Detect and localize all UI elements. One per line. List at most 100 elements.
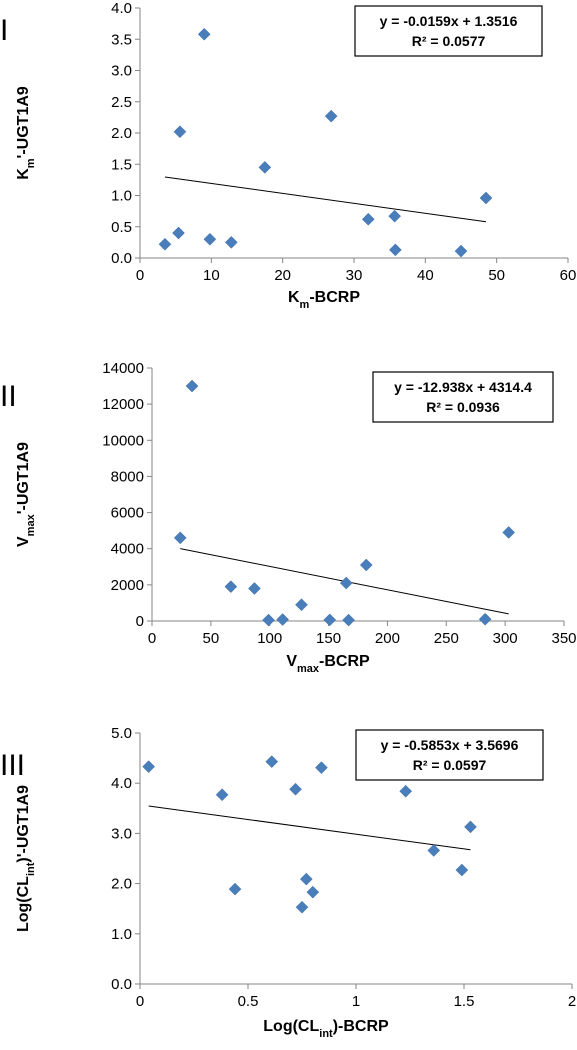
trendline [164,176,487,223]
data-point [215,788,229,802]
x-tick-label: 1 [352,993,360,1010]
x-tick-label: 20 [274,267,291,284]
data-point [399,784,413,798]
trendline-equation: y = -0.0159x + 1.3516 [380,13,518,29]
trendline [148,805,471,851]
x-tick-label: 60 [560,267,577,284]
y-tick-label: 0.0 [111,250,132,267]
equation-box [355,729,544,781]
y-tick-label: 0 [136,613,144,630]
trendline-equation: y = -0.5853x + 3.5696 [381,737,519,753]
data-point [295,900,309,914]
data-point [324,109,338,123]
data-point [388,209,402,223]
label-subscript: m [300,299,310,311]
y-axis-label: Log(CLint)'-UGT1A9 [15,785,37,932]
data-point [289,782,302,796]
y-tick-label: 14000 [102,360,144,377]
panel-label: I [0,14,8,47]
y-axis-label: Km'-UGT1A9 [15,86,37,180]
y-tick-label: 3.0 [111,825,132,842]
panel-clint: III 0.0 1.0 2.0 3.0 4.0 5.0 0 0.5 1 1.5 2 Log(CLint)… [0,715,577,1050]
label-rest: )-BCRP [333,1018,389,1035]
data-point [248,582,261,595]
y-tick-label: 1.5 [111,156,132,173]
label-rest: -BCRP [309,289,360,306]
y-tick-label: 4.0 [111,0,132,17]
data-point [203,232,217,246]
label-rest: )'-UGT1A9 [15,785,32,863]
data-point [306,885,320,899]
x-tick-label: 150 [316,630,341,647]
data-point [502,526,516,539]
x-tick-label: 200 [375,630,400,647]
label-base: Log(CL [15,876,32,932]
equation-box [372,371,554,423]
data-point [361,212,375,226]
y-tick-label: 2000 [111,577,144,594]
y-tick-label: 8000 [111,468,144,485]
label-subscript: int [319,1028,333,1040]
data-point [478,612,492,626]
x-tick-label: 0.5 [238,993,259,1010]
label-rest: -BCRP [319,653,370,670]
data-point [299,872,313,886]
label-subscript: max [297,663,320,675]
data-point [315,761,328,774]
x-tick-label: 350 [551,630,576,647]
label-base: K [15,168,32,180]
data-point [359,558,373,572]
data-point [262,613,275,627]
data-point [339,576,353,590]
r-squared: R² = 0.0936 [426,399,500,415]
y-tick-label: 4000 [111,541,144,558]
label-base: V [286,653,297,670]
data-point [173,125,187,139]
vmax-scatter-chart: II 0 2000 4000 6000 8000 10000 12000 14000 0 50 100… [0,360,577,675]
y-axis-label: Vmax'-UGT1A9 [15,442,37,547]
x-tick-label: 2 [568,993,576,1010]
panel-km: I 0.0 0.5 1.0 1.5 2.0 2.5 3.0 3.5 4.0 0 10 20 30 40 50 6… [0,0,577,330]
x-axis-label: Log(CLint)-BCRP [263,1018,389,1040]
data-point [172,226,185,240]
trendline-equation: y = -12.938x + 4314.4 [394,379,532,395]
data-point [224,236,238,249]
y-tick-label: 10000 [102,432,144,449]
x-tick-label: 50 [203,630,220,647]
x-tick-label: 300 [493,630,518,647]
data-point [185,379,199,393]
data-point [389,243,402,257]
r-squared: R² = 0.0577 [412,33,486,49]
y-tick-label: 5.0 [111,725,132,742]
y-tick-label: 2.0 [111,876,132,893]
panel-label: II [0,380,17,413]
x-tick-label: 250 [434,630,459,647]
label-base: K [288,289,300,306]
y-tick-label: 0.0 [111,976,132,993]
x-tick-label: 100 [257,630,282,647]
data-point [224,580,238,594]
y-tick-label: 1.0 [111,926,132,943]
data-point [295,598,308,612]
x-tick-label: 40 [417,267,434,284]
y-tick-label: 1.0 [111,188,132,205]
x-axis-label: Vmax-BCRP [286,653,370,675]
label-base: Log(CL [263,1018,319,1035]
x-tick-label: 10 [203,267,220,284]
label-subscript: int [25,862,37,876]
x-axis-label: Km-BCRP [288,289,360,311]
x-tick-label: 0 [136,993,144,1010]
label-rest: '-UGT1A9 [15,86,32,158]
y-tick-label: 12000 [102,396,144,413]
data-point [427,844,441,857]
data-point [197,27,211,41]
y-tick-label: 4.0 [111,775,132,792]
data-point [276,613,290,626]
y-tick-label: 6000 [111,505,144,522]
data-point [455,863,469,877]
data-point [454,244,468,258]
data-point [464,820,477,834]
x-tick-label: 0 [148,630,156,647]
data-point [258,161,272,174]
